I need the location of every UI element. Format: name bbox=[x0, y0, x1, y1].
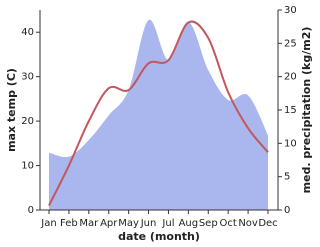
y-tick-label: 0 bbox=[28, 205, 34, 216]
y-tick-label: 20 bbox=[21, 116, 34, 127]
y-axis-label: max temp (C) bbox=[5, 68, 18, 152]
x-tick-label: Sep bbox=[199, 218, 218, 229]
y2-tick-label: 25 bbox=[284, 38, 297, 49]
y2-tick-label: 5 bbox=[284, 172, 290, 183]
y2-tick-label: 30 bbox=[284, 5, 297, 16]
x-tick-label: May bbox=[118, 218, 139, 229]
y2-tick-label: 0 bbox=[284, 205, 290, 216]
x-tick-label: Feb bbox=[60, 218, 78, 229]
y-tick-label: 30 bbox=[21, 72, 34, 83]
x-tick-label: Mar bbox=[79, 218, 99, 229]
x-tick-label: Oct bbox=[220, 218, 237, 229]
y2-tick-label: 15 bbox=[284, 105, 297, 116]
precipitation-area bbox=[49, 19, 268, 211]
y-tick-label: 10 bbox=[21, 161, 34, 172]
x-tick-label: Nov bbox=[238, 218, 258, 229]
x-tick-label: Dec bbox=[258, 218, 277, 229]
x-tick-label: Jun bbox=[140, 218, 157, 229]
y2-axis-label: med. precipitation (kg/m2) bbox=[300, 27, 313, 194]
x-tick-label: Apr bbox=[100, 218, 118, 229]
temperature-line bbox=[48, 20, 269, 207]
y-tick-label: 40 bbox=[21, 27, 34, 38]
x-tick-label: Jan bbox=[40, 218, 56, 229]
x-tick-label: Jul bbox=[161, 218, 174, 229]
x-axis-label: date (month) bbox=[118, 230, 200, 243]
y2-tick-label: 10 bbox=[284, 138, 297, 149]
x-tick-label: Aug bbox=[179, 218, 199, 229]
y2-tick-label: 20 bbox=[284, 72, 297, 83]
